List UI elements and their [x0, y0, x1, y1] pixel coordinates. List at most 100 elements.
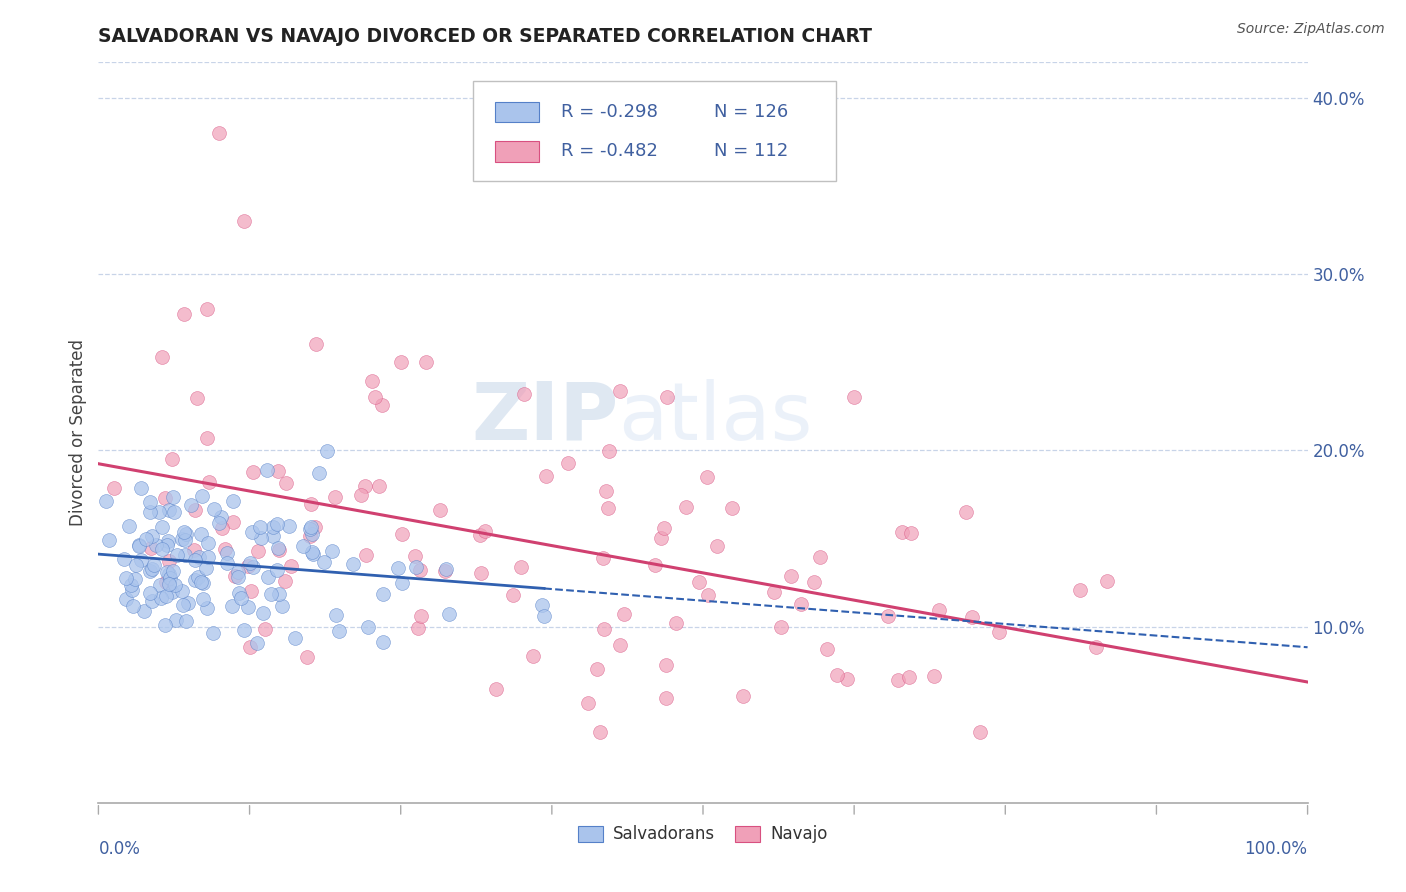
Point	[308, 467, 330, 481]
Point	[163, 505, 186, 519]
Point	[391, 576, 413, 591]
Point	[292, 539, 315, 553]
Point	[226, 565, 249, 579]
Point	[266, 541, 288, 556]
Point	[898, 670, 921, 684]
Point	[315, 443, 337, 458]
Point	[186, 391, 208, 405]
Point	[217, 546, 239, 560]
Point	[187, 569, 209, 583]
Point	[274, 574, 297, 588]
Point	[103, 481, 125, 495]
Point	[209, 510, 232, 524]
Point	[299, 519, 322, 533]
Point	[129, 481, 152, 495]
Point	[609, 384, 631, 398]
Point	[236, 558, 259, 573]
Point	[815, 642, 838, 657]
Point	[887, 673, 910, 688]
FancyBboxPatch shape	[495, 102, 538, 122]
Point	[224, 568, 246, 582]
Point	[357, 620, 380, 634]
Point	[211, 521, 233, 535]
Point	[188, 549, 211, 564]
Point	[387, 561, 409, 575]
Point	[350, 488, 373, 502]
Point	[193, 576, 215, 591]
Point	[157, 577, 180, 591]
Point	[222, 494, 245, 508]
Point	[299, 522, 322, 536]
Point	[779, 569, 801, 583]
Text: R = -0.482: R = -0.482	[561, 143, 658, 161]
Text: atlas: atlas	[619, 379, 813, 457]
Point	[139, 505, 162, 519]
Point	[190, 527, 212, 541]
Point	[650, 531, 672, 545]
Legend: Salvadorans, Navajo: Salvadorans, Navajo	[572, 819, 834, 850]
Point	[128, 540, 150, 554]
Point	[576, 696, 599, 710]
Point	[269, 542, 291, 557]
Point	[121, 599, 143, 613]
Point	[242, 560, 264, 574]
Point	[706, 539, 728, 553]
Point	[208, 516, 231, 531]
Text: R = -0.298: R = -0.298	[561, 103, 658, 121]
Point	[202, 626, 225, 640]
Point	[165, 578, 187, 592]
Point	[721, 500, 744, 515]
Point	[367, 479, 389, 493]
Point	[139, 495, 162, 509]
FancyBboxPatch shape	[495, 141, 538, 161]
Text: ZIP: ZIP	[471, 379, 619, 457]
Point	[314, 555, 336, 569]
Point	[170, 533, 193, 547]
Point	[160, 452, 183, 467]
Point	[97, 533, 120, 548]
Point	[598, 501, 620, 516]
Point	[120, 577, 142, 591]
Point	[250, 531, 273, 545]
Point	[162, 491, 184, 505]
Point	[922, 669, 945, 683]
Point	[297, 649, 319, 664]
Point	[145, 538, 167, 552]
Point	[534, 469, 557, 483]
Point	[522, 649, 544, 664]
Point	[266, 517, 288, 532]
Point	[955, 505, 977, 519]
Point	[267, 587, 290, 601]
Point	[176, 527, 198, 541]
Point	[890, 525, 912, 540]
Point	[184, 502, 207, 516]
Point	[391, 526, 413, 541]
Point	[356, 548, 378, 562]
Point	[242, 465, 264, 479]
Point	[321, 543, 343, 558]
Point	[150, 591, 173, 606]
Point	[124, 572, 146, 586]
Point	[389, 355, 412, 369]
Point	[262, 529, 284, 543]
Point	[156, 537, 179, 551]
Point	[252, 606, 274, 620]
Point	[246, 543, 269, 558]
Point	[153, 618, 176, 632]
Point	[437, 607, 460, 622]
Point	[342, 557, 364, 571]
Point	[249, 519, 271, 533]
FancyBboxPatch shape	[474, 81, 837, 181]
Point	[468, 527, 491, 541]
Point	[592, 550, 614, 565]
Point	[533, 609, 555, 624]
Point	[257, 570, 280, 584]
Point	[267, 464, 290, 478]
Point	[195, 431, 218, 445]
Point	[960, 610, 983, 624]
Point	[429, 502, 451, 516]
Point	[157, 554, 180, 568]
Point	[769, 620, 792, 634]
Point	[129, 553, 152, 567]
Point	[195, 560, 218, 574]
